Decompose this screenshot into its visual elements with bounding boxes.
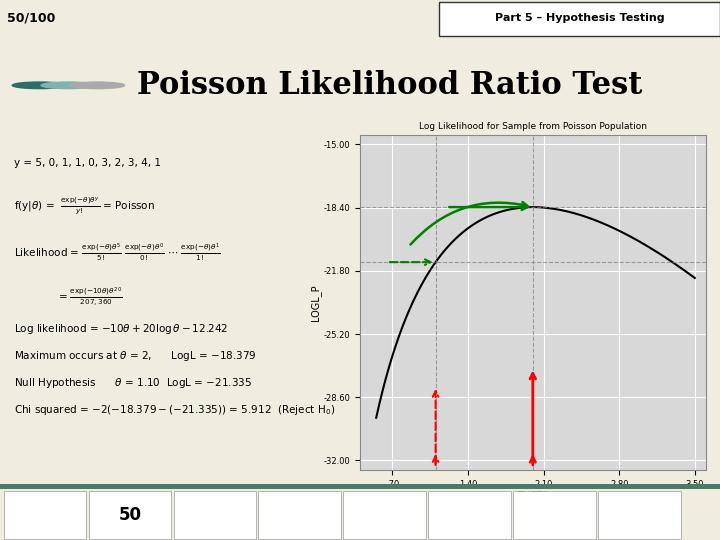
Bar: [0, 484, 720, 489]
Text: 50: 50: [119, 506, 141, 524]
Text: 50/100: 50/100: [7, 12, 55, 25]
Y-axis label: LOGL_P: LOGL_P: [310, 284, 320, 321]
Bar: [4, 491, 86, 538]
Text: Likelihood = $\frac{\exp(-\theta)\theta^5}{5!}$ $\frac{\exp(-\theta)\theta^0}{0!: Likelihood = $\frac{\exp(-\theta)\theta^…: [14, 242, 221, 264]
Bar: [174, 491, 256, 538]
Bar: [513, 491, 596, 538]
Text: Poisson Likelihood Ratio Test: Poisson Likelihood Ratio Test: [137, 70, 642, 101]
Bar: [428, 491, 511, 538]
Text: Part 5 – Hypothesis Testing: Part 5 – Hypothesis Testing: [495, 13, 665, 23]
Title: Log Likelihood for Sample from Poisson Population: Log Likelihood for Sample from Poisson P…: [419, 123, 647, 131]
Bar: [343, 491, 426, 538]
X-axis label: THETA: THETA: [517, 491, 549, 501]
Text: Null Hypothesis      $\theta$ = 1.10  LogL = $-$21.335: Null Hypothesis $\theta$ = 1.10 LogL = $…: [14, 376, 253, 390]
Circle shape: [70, 82, 125, 89]
Circle shape: [12, 82, 67, 89]
Bar: [258, 491, 341, 538]
Bar: [89, 491, 171, 538]
Bar: [598, 491, 681, 538]
Text: Maximum occurs at $\theta$ = 2,      LogL = $-$18.379: Maximum occurs at $\theta$ = 2, LogL = $…: [14, 349, 257, 363]
Text: f(y|$\theta$) =  $\frac{\exp(-\theta)\theta^y}{y!}$ = Poisson: f(y|$\theta$) = $\frac{\exp(-\theta)\the…: [14, 195, 156, 216]
Text: Chi squared = $-2(-18.379-(-21.335))$ = 5.912  (Reject H$_0$): Chi squared = $-2(-18.379-(-21.335))$ = …: [14, 403, 336, 417]
Text: y = 5, 0, 1, 1, 0, 3, 2, 3, 4, 1: y = 5, 0, 1, 1, 0, 3, 2, 3, 4, 1: [14, 158, 161, 168]
Circle shape: [41, 82, 96, 89]
FancyBboxPatch shape: [439, 2, 720, 36]
Text: = $\frac{\exp(-10\theta)\theta^{20}}{207,360}$: = $\frac{\exp(-10\theta)\theta^{20}}{207…: [58, 286, 122, 308]
Text: Log likelihood = $-10\theta + 20\log\theta - 12.242$: Log likelihood = $-10\theta + 20\log\the…: [14, 322, 229, 336]
